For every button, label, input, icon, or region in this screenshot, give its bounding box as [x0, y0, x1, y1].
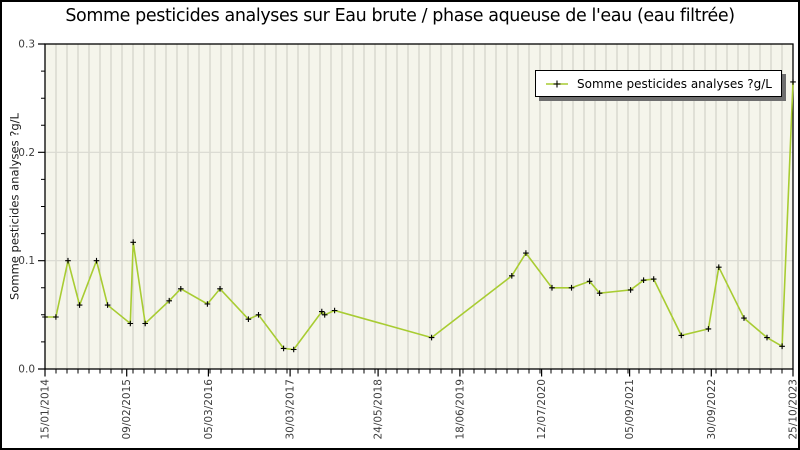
y-tick-label: 0.1 — [18, 255, 35, 267]
x-axis-major-ticks — [44, 369, 794, 377]
y-axis-title: Somme pesticides analyses ?g/L — [7, 113, 22, 300]
legend-label: Somme pesticides analyses ?g/L — [577, 76, 772, 91]
y-axis-minor-ticks — [41, 70, 45, 343]
legend-marker-icon — [546, 80, 568, 87]
x-tick-label: 05/03/2016 — [203, 379, 215, 440]
x-tick-label: 09/02/2015 — [121, 379, 133, 440]
x-tick-label: 30/03/2017 — [285, 379, 297, 440]
x-gridlines — [55, 44, 783, 369]
x-axis-minor-ticks — [55, 369, 783, 374]
legend-plus-marker — [553, 80, 561, 87]
y-tick-label: 0.3 — [18, 39, 35, 51]
y-tick-label: 0.2 — [18, 147, 35, 159]
y-gridlines — [45, 151, 793, 262]
x-tick-label: 24/05/2018 — [373, 379, 385, 440]
chart-title: Somme pesticides analyses sur Eau brute … — [65, 6, 735, 26]
x-tick-label: 12/07/2020 — [536, 379, 548, 440]
x-tick-label: 18/06/2019 — [454, 379, 466, 440]
x-tick-label: 05/09/2021 — [624, 379, 636, 440]
legend: Somme pesticides analyses ?g/L — [535, 70, 782, 97]
y-tick-label: 0.0 — [18, 364, 35, 376]
x-tick-label: 15/01/2014 — [40, 379, 52, 440]
data-point-markers — [42, 79, 796, 353]
x-tick-label: 30/09/2022 — [706, 379, 718, 440]
x-tick-label: 25/10/2023 — [788, 379, 800, 440]
y-axis-major-ticks — [38, 43, 45, 370]
plot-border — [44, 43, 794, 370]
